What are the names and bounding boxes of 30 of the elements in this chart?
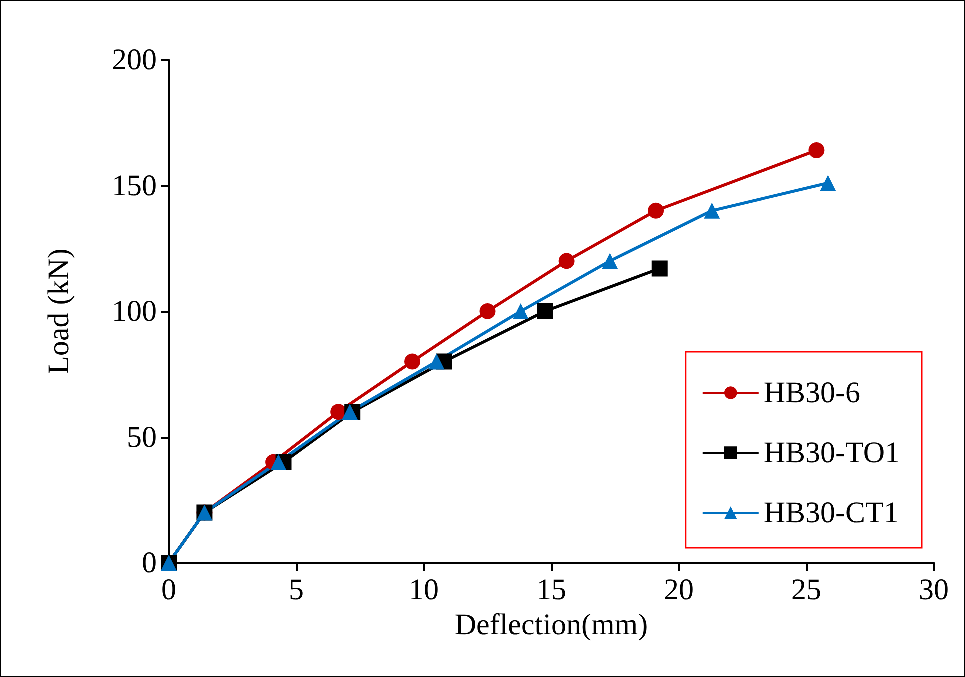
point: [404, 354, 421, 370]
y-axis-title: Load (kN): [42, 248, 76, 374]
point: [652, 260, 668, 277]
point: [820, 175, 836, 192]
x-tick-label: 25: [792, 574, 822, 606]
y-tick-label: 0: [142, 546, 157, 580]
y-tick-label: 150: [112, 169, 157, 202]
point: [558, 253, 575, 270]
y-tick-label: 100: [112, 295, 157, 328]
point: [270, 454, 287, 470]
x-tick-label: 5: [289, 574, 304, 606]
point: [704, 202, 720, 219]
point: [648, 202, 664, 219]
point: [428, 354, 445, 370]
legend-label: HB30-CT1: [764, 496, 899, 530]
y-tick-label: 50: [127, 420, 157, 454]
point: [512, 304, 529, 320]
x-axis-title: Deflection(mm): [454, 608, 648, 642]
point: [602, 253, 618, 270]
legend-label: HB30-6: [764, 376, 861, 410]
x-tick-label: 10: [409, 574, 439, 606]
x-tick-label: 30: [919, 574, 949, 606]
point: [330, 404, 347, 420]
x-tick-label: 15: [536, 574, 566, 606]
y-tick-label: 200: [112, 44, 157, 76]
legend-label: HB30-TO1: [764, 436, 900, 470]
point: [480, 304, 496, 320]
point: [808, 142, 825, 159]
point: [537, 304, 554, 320]
x-tick-label: 20: [664, 574, 694, 606]
